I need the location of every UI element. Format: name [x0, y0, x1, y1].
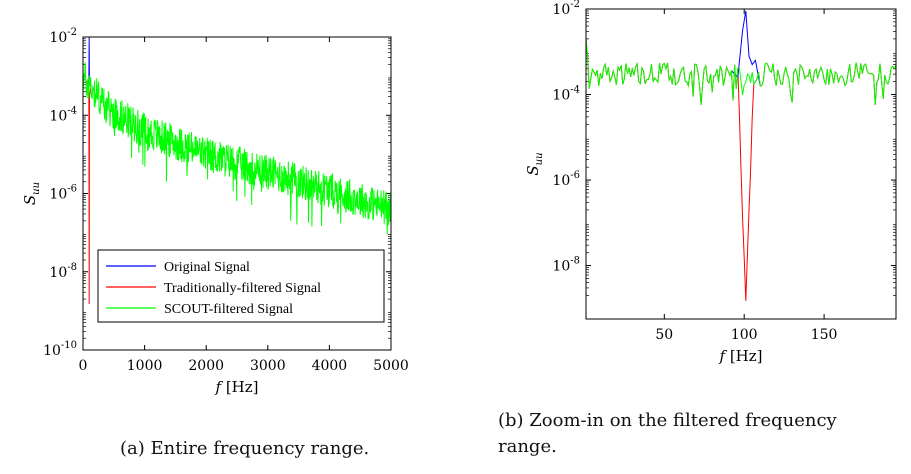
- x-axis-label: f [Hz]: [718, 347, 762, 365]
- chart-a-axes-box: [82, 36, 392, 351]
- x-axis-label: f [Hz]: [214, 378, 258, 396]
- chart-b-labels: 50 100 150 10-8 10-6 10-4 10-2 f [Hz] Suu: [524, 0, 837, 365]
- caption-b-line-2: range.: [498, 436, 557, 457]
- series-original-signal: [731, 10, 761, 86]
- legend-box: [97, 249, 385, 323]
- x-tick-label: 150: [811, 327, 838, 343]
- x-tick-label: 2000: [188, 358, 224, 374]
- y-tick-label: 10-8: [49, 262, 77, 281]
- chart-a-labels: 0 1000 2000 3000 4000 5000 10-10 10-8 10-6 10-4 10…: [21, 27, 409, 396]
- x-tick-label: 1000: [127, 358, 163, 374]
- y-tick-label: 10-2: [552, 0, 580, 18]
- chart-a-legend: Original Signal Traditionally-filtered Si…: [97, 249, 385, 323]
- chart-b-axes-box: [585, 8, 897, 320]
- y-tick-label: 10-4: [552, 85, 580, 104]
- x-tick-label: 100: [731, 327, 758, 343]
- y-tick-label: 10-4: [49, 105, 77, 124]
- chart-a: Original Signal Traditionally-filtered Si…: [21, 27, 409, 396]
- y-tick-label: 10-8: [552, 256, 580, 275]
- legend-label: Traditionally-filtered Signal: [164, 281, 321, 296]
- chart-b-series: [585, 10, 897, 301]
- x-tick-label: 5000: [373, 358, 409, 374]
- y-tick-label: 10-2: [49, 27, 77, 46]
- legend-label: SCOUT-filtered Signal: [164, 302, 293, 317]
- y-axis-label: Suu: [21, 182, 42, 205]
- x-tick-label: 4000: [312, 358, 348, 374]
- y-tick-label: 10-6: [49, 184, 77, 203]
- series-scout-filtered-signal: [585, 38, 897, 106]
- legend-label: Original Signal: [164, 260, 250, 275]
- caption-a: (a) Entire frequency range.: [120, 438, 370, 459]
- caption-b-line-1: (b) Zoom-in on the filtered frequency: [498, 410, 837, 431]
- x-tick-label: 50: [655, 327, 673, 343]
- y-tick-label: 10-10: [43, 340, 77, 359]
- x-tick-label: 3000: [250, 358, 286, 374]
- y-axis-label: Suu: [524, 152, 545, 175]
- x-tick-label: 0: [79, 358, 88, 374]
- series-scout-filtered-signal: [82, 62, 392, 235]
- caption-b: (b) Zoom-in on the filtered frequency ra…: [498, 408, 908, 460]
- y-tick-label: 10-6: [552, 170, 580, 189]
- chart-b: 50 100 150 10-8 10-6 10-4 10-2 f [Hz] Suu: [524, 0, 897, 365]
